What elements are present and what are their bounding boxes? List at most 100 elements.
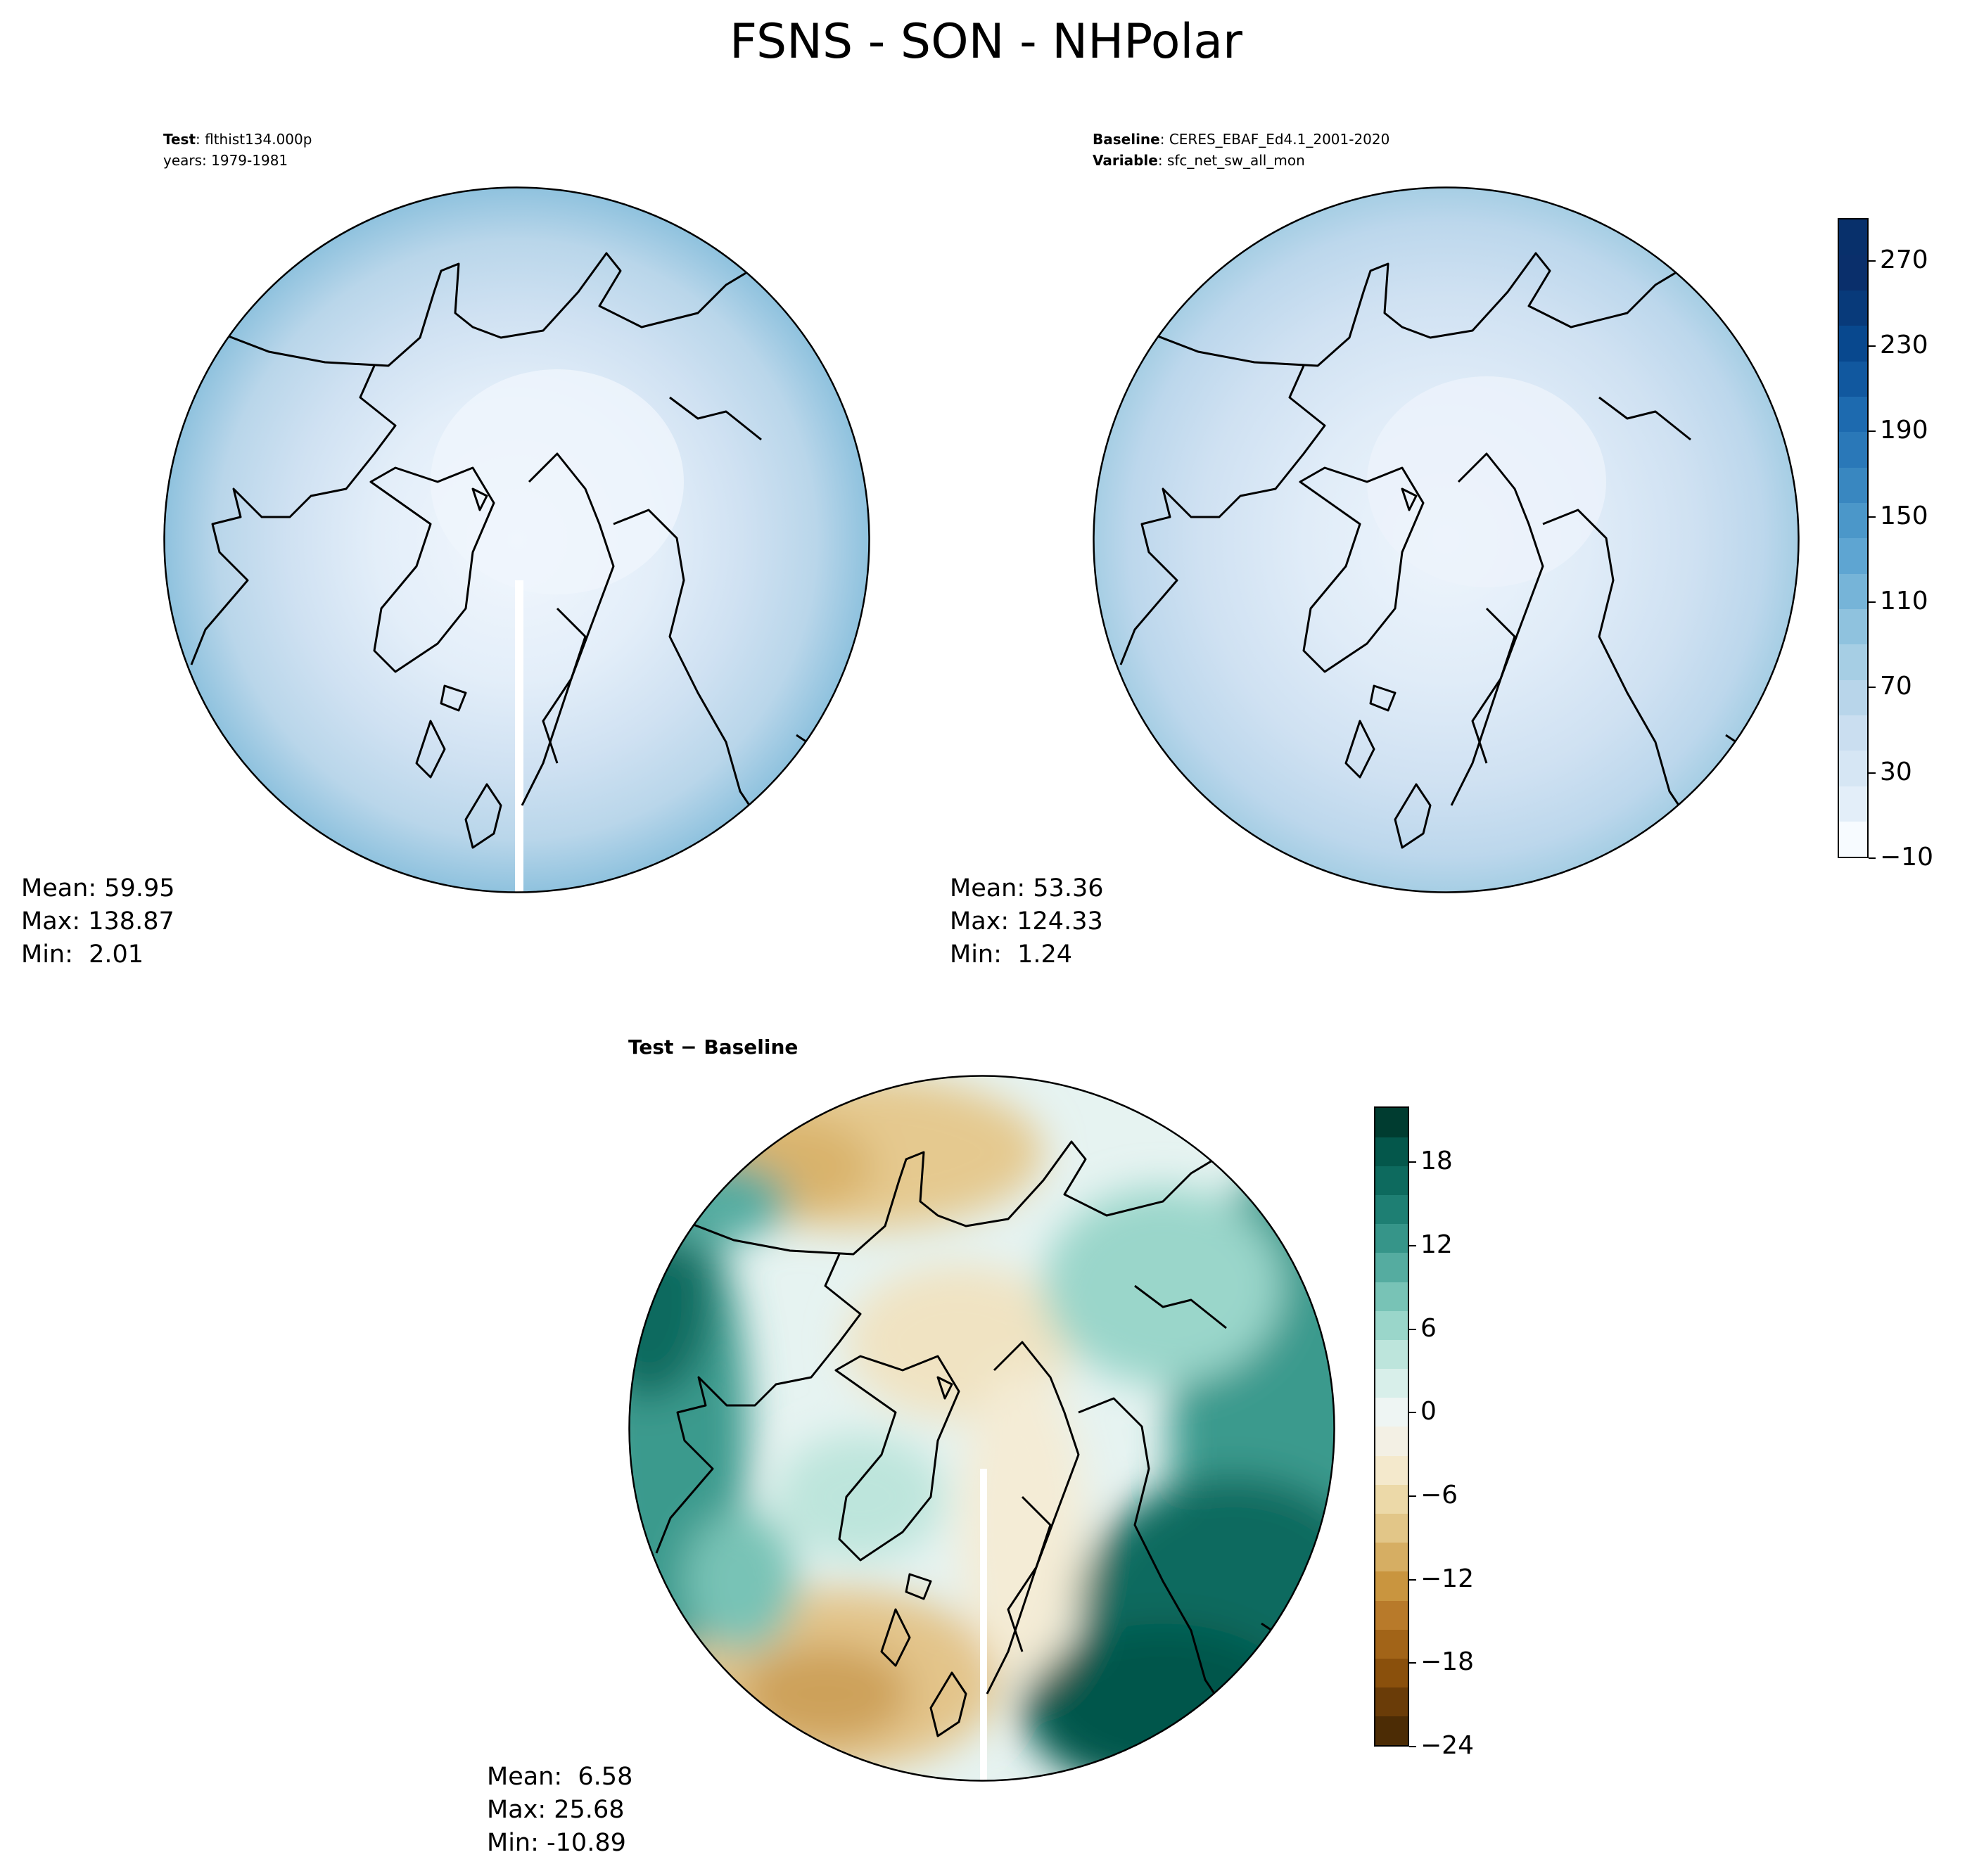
diff-colorbar-segment (1375, 1542, 1408, 1572)
main-colorbar-tick-label: 150 (1880, 501, 1928, 530)
main-colorbar-segment (1839, 396, 1867, 433)
diff-colorbar (1374, 1106, 1409, 1747)
test-panel-header: Test: flthist134.000p years: 1979-1981 (163, 129, 312, 171)
baseline-mean: Mean: 53.36 (950, 874, 1104, 902)
main-colorbar-segment (1839, 538, 1867, 574)
main-colorbar-segment (1839, 219, 1867, 255)
baseline-label-bold: Baseline (1093, 131, 1160, 148)
test-label-bold: Test (163, 131, 196, 148)
diff-colorbar-tick-label: 18 (1420, 1147, 1453, 1176)
main-colorbar-tick-label: 110 (1880, 587, 1928, 615)
test-years: years: 1979-1981 (163, 152, 288, 169)
diff-colorbar-segment (1375, 1339, 1408, 1370)
diff-colorbar-tickmark (1409, 1662, 1416, 1664)
diff-colorbar-segment (1375, 1716, 1408, 1746)
baseline-min: Min: 1.24 (950, 940, 1073, 969)
main-colorbar-segment (1839, 786, 1867, 822)
diff-colorbar-segment (1375, 1687, 1408, 1717)
main-colorbar-tick-label: 70 (1880, 672, 1912, 701)
diff-colorbar-segment (1375, 1108, 1408, 1137)
baseline-variable-name: : sfc_net_sw_all_mon (1157, 152, 1305, 169)
diff-colorbar-segment (1375, 1397, 1408, 1427)
diff-colorbar-tickmark (1409, 1495, 1416, 1497)
test-label-line: Test: flthist134.000p (163, 129, 312, 150)
diff-colorbar-tick-label: −12 (1420, 1564, 1474, 1593)
diff-map-edge (628, 1075, 1335, 1782)
diff-colorbar-segment (1375, 1282, 1408, 1311)
baseline-variable-bold: Variable (1093, 152, 1158, 169)
diff-map (628, 1075, 1335, 1782)
diff-colorbar-segment (1375, 1310, 1408, 1340)
baseline-variable-line: Variable: sfc_net_sw_all_mon (1093, 150, 1389, 171)
diff-colorbar-segment (1375, 1223, 1408, 1253)
main-colorbar-tickmark (1869, 260, 1876, 262)
main-colorbar-segment (1839, 644, 1867, 680)
baseline-map-edge (1093, 186, 1800, 893)
main-colorbar-segment (1839, 255, 1867, 291)
diff-colorbar-segment (1375, 1427, 1408, 1456)
main-colorbar-tick-label: 190 (1880, 416, 1928, 445)
diff-colorbar-tickmark (1409, 1244, 1416, 1246)
main-colorbar-tick-label: 230 (1880, 331, 1928, 359)
test-min: Min: 2.01 (21, 940, 144, 969)
diff-max: Max: 25.68 (487, 1796, 625, 1824)
main-colorbar-segment (1839, 608, 1867, 645)
main-colorbar-tickmark (1869, 857, 1876, 859)
baseline-label-line: Baseline: CERES_EBAF_Ed4.1_2001-2020 (1093, 129, 1389, 150)
main-colorbar-tick-label: 270 (1880, 245, 1928, 274)
baseline-coastlines (1119, 252, 1762, 849)
main-colorbar-tickmark (1869, 516, 1876, 518)
test-stats: Mean: 59.95 Max: 138.87 Min: 2.01 (21, 872, 174, 971)
main-colorbar (1838, 218, 1869, 858)
diff-colorbar-segment (1375, 1137, 1408, 1166)
main-colorbar-tickmark (1869, 430, 1876, 433)
test-map (163, 186, 870, 893)
baseline-map (1093, 186, 1800, 893)
main-colorbar-tick-label: −10 (1880, 843, 1933, 872)
diff-colorbar-segment (1375, 1252, 1408, 1282)
test-max: Max: 138.87 (21, 907, 174, 936)
main-colorbar-segment (1839, 326, 1867, 362)
main-colorbar-tickmark (1869, 345, 1876, 347)
diff-colorbar-tick-label: 0 (1420, 1397, 1437, 1427)
diff-colorbar-tick-label: 12 (1420, 1230, 1453, 1259)
diff-mean: Mean: 6.58 (487, 1763, 633, 1791)
main-colorbar-segment (1839, 751, 1867, 786)
diff-min: Min: -10.89 (487, 1829, 626, 1857)
diff-colorbar-tick-label: −24 (1420, 1731, 1474, 1760)
diff-colorbar-tickmark (1409, 1328, 1416, 1330)
baseline-max: Max: 124.33 (950, 907, 1103, 936)
main-colorbar-segment (1839, 432, 1867, 468)
main-colorbar-segment (1839, 573, 1867, 610)
diff-colorbar-tickmark (1409, 1746, 1416, 1747)
main-colorbar-tickmark (1869, 772, 1876, 774)
diff-colorbar-segment (1375, 1166, 1408, 1196)
diff-colorbar-tickmark (1409, 1578, 1416, 1581)
figure-title: FSNS - SON - NHPolar (730, 14, 1242, 70)
baseline-dataset-name: : CERES_EBAF_Ed4.1_2001-2020 (1159, 131, 1390, 148)
main-colorbar-segment (1839, 715, 1867, 751)
diff-colorbar-segment (1375, 1513, 1408, 1543)
main-colorbar-tickmark (1869, 687, 1876, 689)
main-colorbar-segment (1839, 467, 1867, 504)
test-map-edge (163, 186, 870, 893)
diff-colorbar-tickmark (1409, 1161, 1416, 1163)
test-case-name: : flthist134.000p (196, 131, 312, 148)
diff-colorbar-segment (1375, 1194, 1408, 1225)
diff-stats: Mean: 6.58 Max: 25.68 Min: -10.89 (487, 1761, 632, 1860)
diff-colorbar-segment (1375, 1484, 1408, 1514)
diff-colorbar-segment (1375, 1600, 1408, 1630)
diff-colorbar-segment (1375, 1571, 1408, 1601)
baseline-panel-header: Baseline: CERES_EBAF_Ed4.1_2001-2020 Var… (1093, 129, 1389, 171)
main-colorbar-tickmark (1869, 601, 1876, 603)
diff-panel-title: Test − Baseline (628, 1035, 799, 1059)
diff-colorbar-segment (1375, 1368, 1408, 1398)
diff-colorbar-tickmark (1409, 1412, 1416, 1414)
diff-colorbar-tick-label: −6 (1420, 1480, 1458, 1510)
test-mean: Mean: 59.95 (21, 874, 175, 902)
main-colorbar-segment (1839, 361, 1867, 397)
main-colorbar-segment (1839, 290, 1867, 326)
main-colorbar-segment (1839, 679, 1867, 716)
baseline-stats: Mean: 53.36 Max: 124.33 Min: 1.24 (950, 872, 1103, 971)
diff-colorbar-segment (1375, 1455, 1408, 1485)
